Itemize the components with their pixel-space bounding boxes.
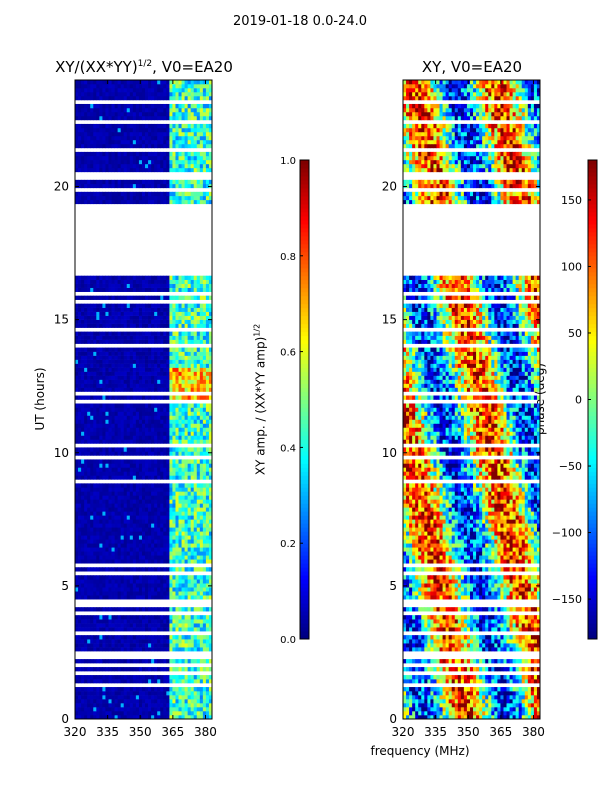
y-tick-label: 20 <box>382 180 397 194</box>
figure-suptitle: 2019-01-18 0.0-24.0 <box>233 14 367 29</box>
colorbar-tick-label: 150 <box>561 194 582 207</box>
colorbar-tick-label: 50 <box>568 327 582 340</box>
x-tick-label: 380 <box>194 725 217 739</box>
y-tick-label: 5 <box>389 579 397 593</box>
y-tick-label: 20 <box>54 180 69 194</box>
colorbar-tick-label: −50 <box>559 460 582 473</box>
colorbar-tick-label: 0.6 <box>280 348 296 359</box>
y-tick-label: 0 <box>61 712 69 726</box>
colorbar-tick-label: 0.4 <box>280 443 296 454</box>
x-tick-label: 320 <box>392 725 415 739</box>
y-tick-label: 15 <box>382 313 397 327</box>
panel-phase-image <box>403 80 541 720</box>
colorbar-tick-label: 0.8 <box>280 252 296 263</box>
x-tick-label: 335 <box>96 725 119 739</box>
y-tick-label: 10 <box>382 446 397 460</box>
y-tick-label: 15 <box>54 313 69 327</box>
panel-frame <box>402 79 541 720</box>
y-tick-label: 10 <box>54 446 69 460</box>
x-tick-label: 365 <box>161 725 184 739</box>
x-tick-label: 350 <box>129 725 152 739</box>
colorbar-tick-label: 1.0 <box>280 156 296 167</box>
left-title-tail: , V0=EA20 <box>152 58 233 76</box>
colorbar-tick-label: 0.2 <box>280 539 296 550</box>
colorbar-tick-label: 0 <box>575 394 582 407</box>
left-title-main: XY/(XX*YY) <box>55 58 138 76</box>
colorbar-tick-label: −100 <box>552 527 582 540</box>
x-tick-label: 320 <box>64 725 87 739</box>
x-tick-label: 350 <box>457 725 480 739</box>
panel-frame <box>74 79 213 720</box>
colorbar-tick-label: 100 <box>561 260 582 273</box>
colorbar-tick-label: 0.0 <box>280 635 296 646</box>
x-tick-label: 335 <box>424 725 447 739</box>
x-tick-label: 365 <box>489 725 512 739</box>
panel-amplitude-image <box>75 80 213 720</box>
x-axis-label: frequency (MHz) <box>370 744 470 758</box>
y-tick-label: 5 <box>61 579 69 593</box>
colorbar-amp-gradient <box>300 160 309 640</box>
colorbar-frame <box>299 159 310 640</box>
y-tick-label: 0 <box>389 712 397 726</box>
right-panel-title: XY, V0=EA20 <box>421 58 523 76</box>
left-panel-title: XY/(XX*YY)1/2, V0=EA20 <box>44 58 244 76</box>
colorbar-tick-label: −150 <box>552 593 582 606</box>
x-tick-label: 380 <box>522 725 545 739</box>
left-title-sup: 1/2 <box>137 59 153 69</box>
colorbar-phase-gradient <box>588 160 597 640</box>
